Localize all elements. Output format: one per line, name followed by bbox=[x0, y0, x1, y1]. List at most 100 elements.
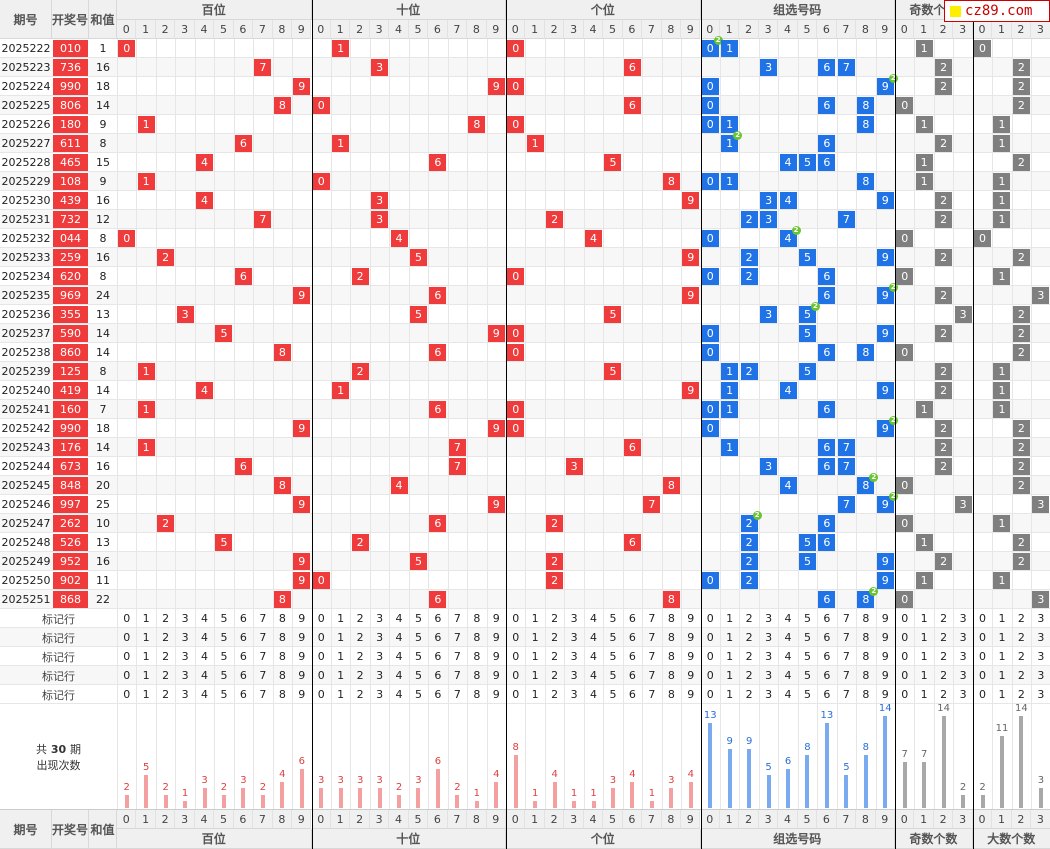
marker-cell[interactable]: 9 bbox=[687, 669, 695, 682]
marker-cell[interactable]: 5 bbox=[220, 650, 228, 663]
marker-cell[interactable]: 0 bbox=[512, 612, 520, 625]
marker-cell[interactable]: 0 bbox=[123, 612, 131, 625]
marker-cell[interactable]: 2 bbox=[162, 669, 170, 682]
marker-cell[interactable]: 0 bbox=[979, 688, 987, 701]
marker-cell[interactable]: 4 bbox=[784, 688, 792, 701]
marker-cell[interactable]: 0 bbox=[512, 669, 520, 682]
marker-cell[interactable]: 3 bbox=[570, 631, 578, 644]
marker-cell[interactable]: 4 bbox=[590, 612, 598, 625]
marker-cell[interactable]: 2 bbox=[551, 631, 559, 644]
marker-cell[interactable]: 1 bbox=[337, 669, 345, 682]
marker-cell[interactable]: 0 bbox=[317, 631, 325, 644]
marker-cell[interactable]: 8 bbox=[278, 612, 286, 625]
marker-cell[interactable]: 1 bbox=[998, 650, 1006, 663]
marker-cell[interactable]: 4 bbox=[201, 669, 209, 682]
marker-cell[interactable]: 1 bbox=[726, 669, 734, 682]
marker-cell[interactable]: 6 bbox=[239, 669, 247, 682]
marker-cell[interactable]: 6 bbox=[628, 669, 636, 682]
marker-cell[interactable]: 8 bbox=[667, 612, 675, 625]
marker-cell[interactable]: 0 bbox=[979, 612, 987, 625]
marker-cell[interactable]: 3 bbox=[181, 612, 189, 625]
marker-cell[interactable]: 6 bbox=[239, 612, 247, 625]
marker-cell[interactable]: 2 bbox=[551, 688, 559, 701]
marker-cell[interactable]: 5 bbox=[414, 669, 422, 682]
marker-cell[interactable]: 8 bbox=[862, 669, 870, 682]
marker-cell[interactable]: 7 bbox=[453, 669, 461, 682]
marker-cell[interactable]: 2 bbox=[162, 650, 170, 663]
marker-cell[interactable]: 0 bbox=[317, 688, 325, 701]
marker-cell[interactable]: 3 bbox=[959, 612, 967, 625]
marker-cell[interactable]: 0 bbox=[123, 669, 131, 682]
marker-cell[interactable]: 2 bbox=[745, 612, 753, 625]
marker-cell[interactable]: 9 bbox=[687, 688, 695, 701]
marker-cell[interactable]: 2 bbox=[940, 650, 948, 663]
marker-cell[interactable]: 0 bbox=[706, 688, 714, 701]
marker-cell[interactable]: 6 bbox=[239, 688, 247, 701]
marker-cell[interactable]: 1 bbox=[142, 688, 150, 701]
marker-cell[interactable]: 7 bbox=[259, 650, 267, 663]
marker-cell[interactable]: 2 bbox=[745, 631, 753, 644]
marker-cell[interactable]: 5 bbox=[803, 631, 811, 644]
marker-cell[interactable]: 6 bbox=[239, 631, 247, 644]
marker-cell[interactable]: 0 bbox=[123, 631, 131, 644]
marker-cell[interactable]: 9 bbox=[881, 688, 889, 701]
marker-cell[interactable]: 4 bbox=[201, 650, 209, 663]
marker-cell[interactable]: 1 bbox=[531, 650, 539, 663]
marker-cell[interactable]: 1 bbox=[920, 669, 928, 682]
marker-cell[interactable]: 2 bbox=[745, 650, 753, 663]
marker-cell[interactable]: 7 bbox=[453, 688, 461, 701]
marker-cell[interactable]: 8 bbox=[667, 669, 675, 682]
marker-cell[interactable]: 9 bbox=[298, 631, 306, 644]
marker-cell[interactable]: 2 bbox=[162, 688, 170, 701]
marker-cell[interactable]: 2 bbox=[1017, 612, 1025, 625]
marker-cell[interactable]: 7 bbox=[648, 688, 656, 701]
marker-cell[interactable]: 8 bbox=[278, 688, 286, 701]
marker-cell[interactable]: 3 bbox=[765, 631, 773, 644]
marker-cell[interactable]: 5 bbox=[220, 631, 228, 644]
marker-cell[interactable]: 1 bbox=[726, 650, 734, 663]
marker-cell[interactable]: 1 bbox=[726, 612, 734, 625]
marker-cell[interactable]: 2 bbox=[356, 612, 364, 625]
marker-cell[interactable]: 6 bbox=[823, 612, 831, 625]
marker-cell[interactable]: 1 bbox=[998, 631, 1006, 644]
marker-cell[interactable]: 1 bbox=[142, 669, 150, 682]
marker-cell[interactable]: 5 bbox=[220, 669, 228, 682]
marker-cell[interactable]: 7 bbox=[259, 688, 267, 701]
marker-cell[interactable]: 6 bbox=[823, 631, 831, 644]
marker-cell[interactable]: 3 bbox=[959, 631, 967, 644]
marker-cell[interactable]: 1 bbox=[531, 688, 539, 701]
marker-cell[interactable]: 1 bbox=[726, 631, 734, 644]
marker-cell[interactable]: 0 bbox=[706, 650, 714, 663]
marker-cell[interactable]: 4 bbox=[201, 612, 209, 625]
marker-cell[interactable]: 9 bbox=[687, 612, 695, 625]
marker-cell[interactable]: 7 bbox=[259, 612, 267, 625]
marker-cell[interactable]: 3 bbox=[570, 688, 578, 701]
marker-cell[interactable]: 9 bbox=[881, 650, 889, 663]
marker-cell[interactable]: 2 bbox=[551, 612, 559, 625]
marker-cell[interactable]: 2 bbox=[940, 631, 948, 644]
marker-cell[interactable]: 7 bbox=[648, 650, 656, 663]
marker-cell[interactable]: 3 bbox=[1037, 631, 1045, 644]
marker-cell[interactable]: 3 bbox=[181, 650, 189, 663]
marker-cell[interactable]: 5 bbox=[803, 688, 811, 701]
marker-cell[interactable]: 7 bbox=[648, 669, 656, 682]
marker-cell[interactable]: 4 bbox=[784, 612, 792, 625]
marker-cell[interactable]: 1 bbox=[998, 688, 1006, 701]
marker-cell[interactable]: 5 bbox=[803, 669, 811, 682]
marker-cell[interactable]: 3 bbox=[959, 688, 967, 701]
marker-cell[interactable]: 0 bbox=[706, 669, 714, 682]
marker-cell[interactable]: 8 bbox=[667, 688, 675, 701]
marker-cell[interactable]: 7 bbox=[842, 631, 850, 644]
marker-cell[interactable]: 7 bbox=[453, 612, 461, 625]
marker-cell[interactable]: 0 bbox=[706, 631, 714, 644]
marker-cell[interactable]: 3 bbox=[765, 669, 773, 682]
marker-cell[interactable]: 3 bbox=[181, 631, 189, 644]
marker-cell[interactable]: 9 bbox=[492, 650, 500, 663]
marker-cell[interactable]: 3 bbox=[376, 650, 384, 663]
marker-cell[interactable]: 2 bbox=[356, 631, 364, 644]
marker-cell[interactable]: 4 bbox=[590, 669, 598, 682]
marker-cell[interactable]: 5 bbox=[414, 612, 422, 625]
marker-cell[interactable]: 9 bbox=[492, 669, 500, 682]
marker-cell[interactable]: 3 bbox=[765, 650, 773, 663]
marker-cell[interactable]: 4 bbox=[590, 631, 598, 644]
